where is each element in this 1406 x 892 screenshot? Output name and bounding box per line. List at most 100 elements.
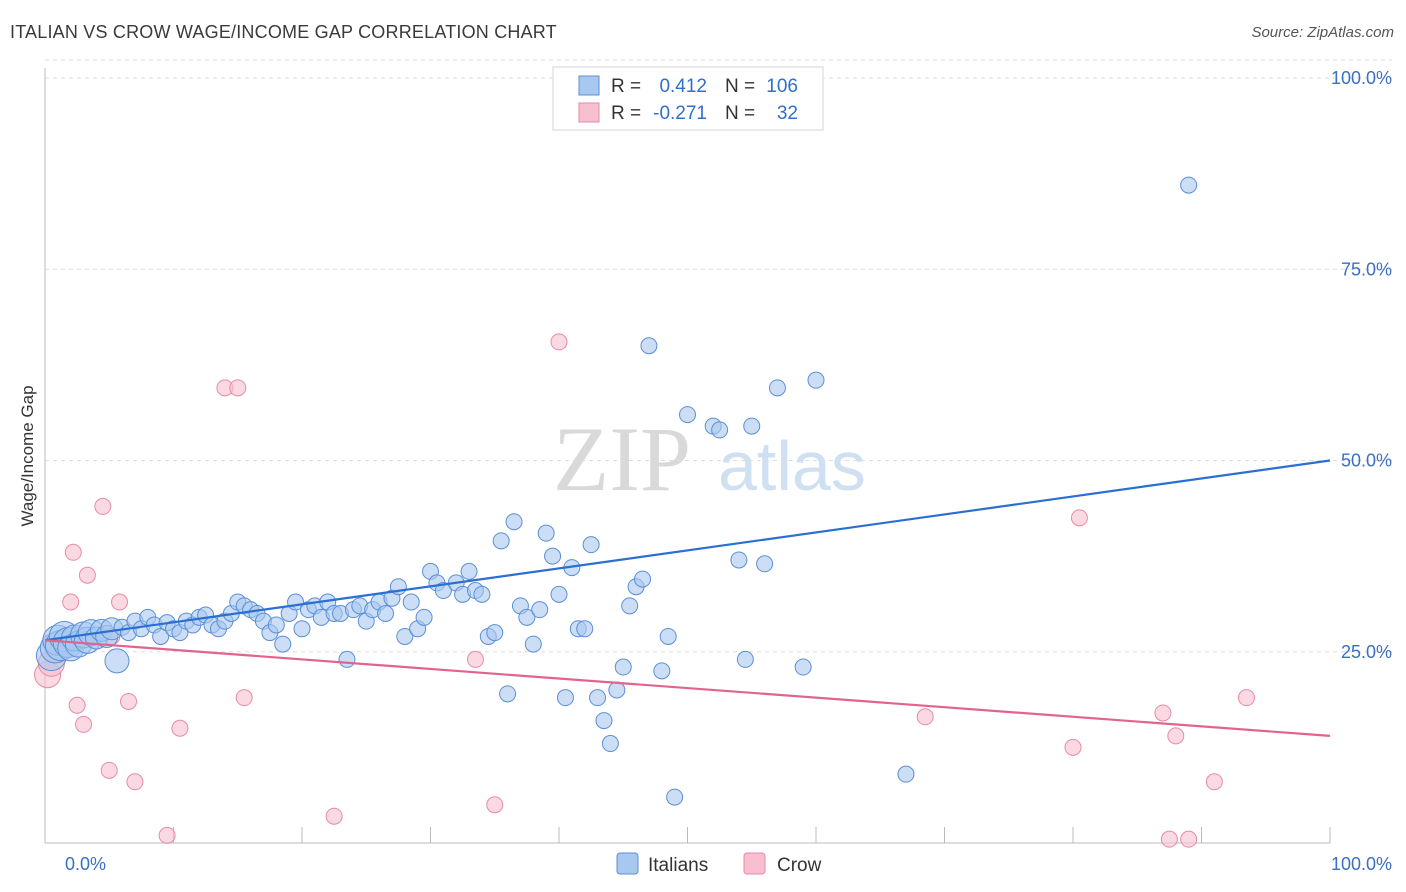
italians-point	[807, 371, 825, 389]
italians-point	[338, 650, 356, 668]
crow-point	[120, 692, 138, 710]
crow-point	[68, 696, 86, 714]
italians-point	[1180, 176, 1198, 194]
chart-title: ITALIAN VS CROW WAGE/INCOME GAP CORRELAT…	[10, 22, 557, 42]
y-tick-labels: 25.0% 50.0% 75.0% 100.0%	[1331, 68, 1392, 662]
italians-point	[274, 635, 292, 653]
italians-point	[743, 417, 761, 435]
italians-point	[415, 608, 433, 626]
crow-point	[64, 543, 82, 561]
crow-point	[75, 715, 93, 733]
crow-point	[229, 379, 247, 397]
italians-point	[768, 379, 786, 397]
italians-point	[152, 627, 170, 645]
y-tick-label: 100.0%	[1331, 68, 1392, 88]
stats-italians-r-value: 0.412	[659, 76, 707, 97]
italians-point	[486, 624, 504, 642]
source-label: Source: ZipAtlas.com	[1251, 24, 1394, 41]
italians-point	[589, 689, 607, 707]
crow-point	[171, 719, 189, 737]
italians-point	[518, 608, 536, 626]
italians-point	[601, 735, 619, 753]
crow-point	[1070, 509, 1088, 527]
crow-trendline	[44, 639, 1331, 737]
stats-crow-r-value: -0.271	[653, 103, 707, 124]
y-tick-label: 75.0%	[1341, 259, 1392, 279]
legend-crow-swatch	[743, 852, 766, 875]
crow-point	[158, 826, 176, 844]
italians-point	[434, 582, 452, 600]
italians-point	[544, 547, 562, 565]
stats-crow-n-label: N =	[725, 103, 755, 124]
crow-point	[325, 807, 343, 825]
legend-crow-label: Crow	[777, 855, 822, 876]
crow-point	[916, 708, 934, 726]
stats-italians-n-label: N =	[725, 76, 755, 97]
italians-point	[499, 685, 517, 703]
crow-point	[111, 593, 129, 611]
italians-point	[621, 597, 639, 615]
stats-crow-swatch	[578, 102, 600, 123]
italians-point	[897, 765, 915, 783]
y-tick-label: 50.0%	[1341, 451, 1392, 471]
crow-point	[486, 796, 504, 814]
italians-point	[473, 585, 491, 603]
italians-point	[576, 620, 594, 638]
crow-point	[62, 593, 80, 611]
italians-point	[794, 658, 812, 676]
italians-point	[653, 662, 671, 680]
crow-point	[100, 761, 118, 779]
italians-point	[104, 648, 130, 674]
italians-point	[756, 555, 774, 573]
italians-point	[460, 562, 478, 580]
gridlines	[45, 59, 1392, 653]
stats-crow-r-label: R =	[611, 103, 641, 124]
italians-point	[608, 681, 626, 699]
italians-point	[267, 616, 285, 634]
legend-italians-swatch	[616, 852, 639, 875]
crow-point	[466, 650, 484, 668]
italians-point	[666, 788, 684, 806]
italians-point	[396, 627, 414, 645]
italians-point	[537, 524, 555, 542]
italians-point	[736, 650, 754, 668]
italians-point	[730, 551, 748, 569]
italians-point	[550, 585, 568, 603]
italians-point	[402, 593, 420, 611]
stats-legend: R = 0.412 N = 106 R = -0.271 N = 32	[552, 66, 824, 131]
trendlines	[44, 459, 1331, 737]
italians-point	[614, 658, 632, 676]
crow-point	[94, 497, 112, 515]
italians-point	[377, 605, 395, 622]
legend-italians-label: Italians	[648, 855, 708, 876]
italians-point	[293, 620, 311, 638]
crow-point	[126, 773, 144, 791]
italians-point	[582, 536, 600, 554]
y-axis-title: Wage/Income Gap	[18, 385, 37, 526]
crow-point	[1154, 704, 1172, 722]
crow-point	[1205, 773, 1223, 791]
y-tick-label: 25.0%	[1341, 642, 1392, 662]
crow-point	[550, 333, 568, 351]
x-ticks	[44, 827, 1331, 843]
crow-point	[1180, 830, 1198, 848]
crow-point	[235, 689, 253, 707]
italians-point	[679, 406, 696, 424]
crow-point	[78, 566, 96, 584]
crow-point	[1160, 830, 1178, 848]
crow-point	[1064, 738, 1082, 756]
stats-italians-swatch	[578, 75, 600, 96]
italians-point	[492, 532, 510, 550]
watermark-zip: ZIP	[553, 408, 691, 510]
italians-point	[659, 627, 677, 645]
italians-trendline	[44, 459, 1331, 642]
watermark-atlas: atlas	[718, 427, 866, 505]
italians-point	[505, 513, 523, 531]
italians-point	[634, 570, 652, 588]
stats-crow-n-value: 32	[777, 103, 798, 124]
series-legend: Italians Crow	[616, 852, 822, 876]
stats-italians-r-label: R =	[611, 76, 641, 97]
italians-point	[524, 635, 542, 653]
italians-point	[556, 689, 574, 707]
